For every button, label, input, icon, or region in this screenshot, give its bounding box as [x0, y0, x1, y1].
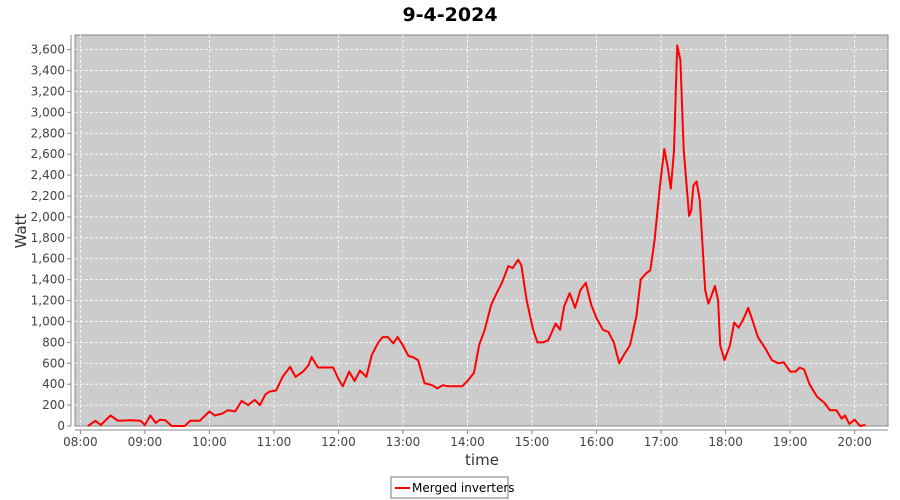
y-tick-label: 3,200: [31, 84, 65, 98]
x-tick-label: 15:00: [515, 435, 550, 449]
y-tick-label: 2,800: [31, 126, 65, 140]
x-tick-label: 09:00: [128, 435, 163, 449]
x-tick-label: 10:00: [192, 435, 227, 449]
x-tick-label: 12:00: [321, 435, 356, 449]
y-tick-label: 1,000: [31, 314, 65, 328]
x-axis-label: time: [465, 451, 499, 469]
y-tick-label: 1,600: [31, 252, 65, 266]
y-tick-label: 400: [42, 377, 65, 391]
y-tick-label: 3,000: [31, 105, 65, 119]
x-tick-label: 08:00: [63, 435, 98, 449]
y-axis: 0 200 400 600 800 1,000 1,200 1,400 1,600 1,800 2,…: [31, 35, 72, 433]
y-tick-label: 3,400: [31, 64, 65, 78]
x-tick-label: 19:00: [773, 435, 808, 449]
y-tick-label: 1,200: [31, 294, 65, 308]
x-tick-label: 16:00: [579, 435, 614, 449]
legend-label: Merged inverters: [412, 481, 515, 495]
x-tick-label: 13:00: [386, 435, 421, 449]
y-tick-label: 200: [42, 398, 65, 412]
x-tick-label: 17:00: [644, 435, 679, 449]
x-tick-label: 11:00: [257, 435, 292, 449]
x-tick-label: 20:00: [837, 435, 872, 449]
x-axis: 08:00 09:00 10:00 11:00 12:00 13:00 14:00 15:00…: [63, 429, 888, 449]
y-tick-label: 2,200: [31, 189, 65, 203]
legend-box: [390, 476, 509, 499]
y-tick-label: 3,600: [31, 43, 65, 57]
legend: Merged inverters: [390, 476, 515, 499]
series-line: [87, 44, 866, 427]
y-tick-label: 600: [42, 356, 65, 370]
y-tick-label: 1,400: [31, 273, 65, 287]
y-tick-label: 800: [42, 335, 65, 349]
x-tick-label: 14:00: [450, 435, 485, 449]
x-tick-label: 18:00: [708, 435, 743, 449]
y-tick-label: 1,800: [31, 231, 65, 245]
y-axis-label: Watt: [12, 213, 30, 248]
y-tick-label: 2,000: [31, 210, 65, 224]
grid: [75, 35, 888, 426]
plot-area: [74, 34, 889, 427]
y-tick-label: 0: [57, 419, 65, 433]
chart-title: 9-4-2024: [402, 4, 497, 26]
series-group: [87, 44, 866, 427]
y-tick-label: 2,400: [31, 168, 65, 182]
y-tick-label: 2,600: [31, 147, 65, 161]
